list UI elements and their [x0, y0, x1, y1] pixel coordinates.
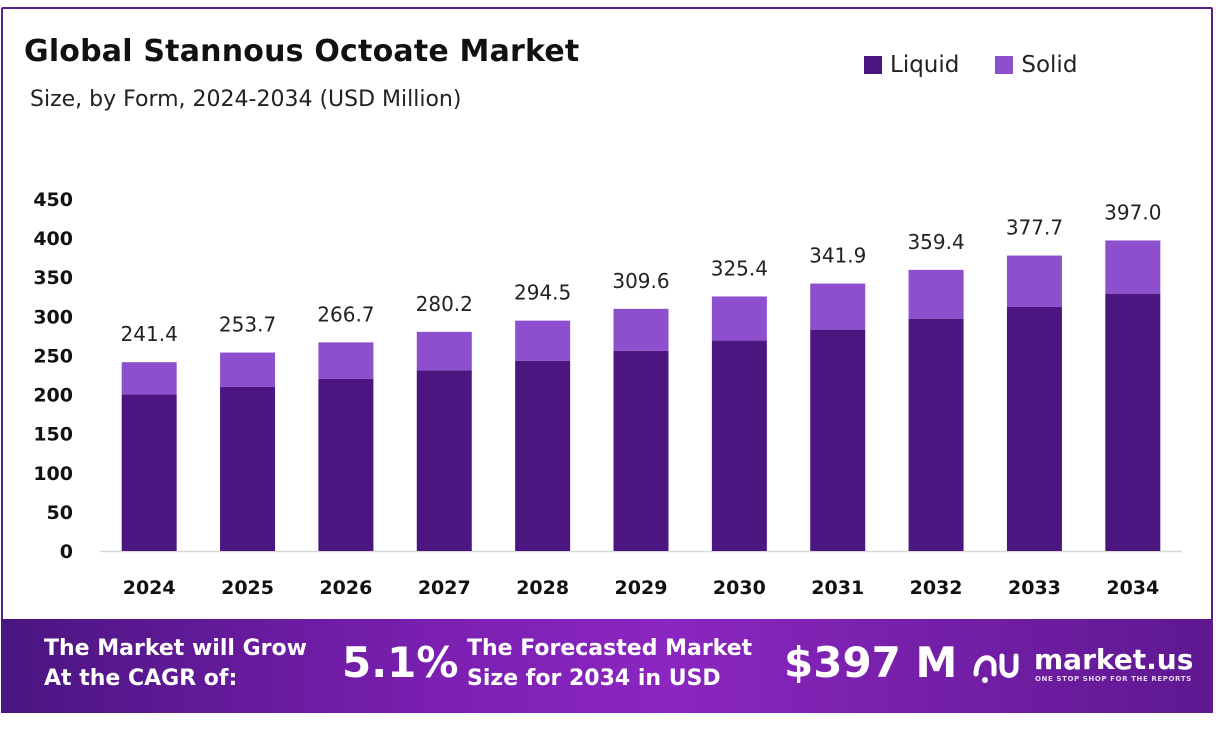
data-label-2027: 280.2 [416, 292, 473, 316]
forecast-label: The Forecasted Market Size for 2034 in U… [467, 634, 752, 694]
data-label-2034: 397.0 [1104, 200, 1161, 224]
data-label-2029: 309.6 [612, 269, 669, 293]
data-label-2026: 266.7 [317, 302, 374, 326]
footer-banner [1, 619, 1213, 713]
cagr-label: The Market will Grow At the CAGR of: [44, 634, 307, 694]
y-tick-label: 0 [60, 541, 73, 563]
legend-swatch-liquid [864, 56, 882, 74]
x-tick-label-2024: 2024 [123, 577, 176, 599]
bar-liquid-2030 [711, 340, 767, 551]
bar-liquid-2034 [1105, 293, 1161, 551]
market-us-logo-icon [973, 653, 1019, 683]
x-tick-label-2028: 2028 [516, 577, 569, 599]
brand-tagline: ONE STOP SHOP FOR THE REPORTS [1035, 675, 1192, 683]
legend-label-solid: Solid [1021, 52, 1078, 78]
x-tick-label-2033: 2033 [1008, 577, 1061, 599]
bar-liquid-2028 [515, 360, 571, 551]
bar-solid-2032 [908, 269, 964, 319]
bar-solid-2031 [810, 283, 866, 330]
x-tick-label-2031: 2031 [811, 577, 864, 599]
legend-item-liquid: Liquid [864, 52, 959, 78]
data-label-2030: 325.4 [711, 256, 768, 280]
x-tick-label-2034: 2034 [1106, 577, 1159, 599]
x-tick-label-2027: 2027 [418, 577, 471, 599]
x-tick-label-2029: 2029 [615, 577, 668, 599]
cagr-value: 5.1% [342, 638, 459, 687]
bar-solid-2025 [220, 352, 276, 387]
bar-liquid-2024 [121, 394, 177, 551]
data-label-2032: 359.4 [907, 230, 964, 254]
bar-solid-2029 [613, 308, 669, 351]
bar-solid-2026 [318, 342, 374, 379]
bar-solid-2024 [121, 362, 177, 395]
bar-chart: 0 50 100 150 200 250 300 350 400 450 241.4 2024 253.… [33, 189, 1182, 599]
forecast-label-line1: The Forecasted Market [467, 636, 753, 661]
bar-solid-2028 [515, 320, 571, 361]
cagr-label-line1: The Market will Grow [44, 636, 307, 661]
chart-title: Global Stannous Octoate Market [24, 34, 580, 69]
data-label-2024: 241.4 [121, 322, 178, 346]
y-tick-label: 150 [33, 424, 73, 446]
y-tick-label: 300 [33, 306, 73, 328]
x-tick-label-2025: 2025 [221, 577, 274, 599]
x-tick-label-2032: 2032 [910, 577, 963, 599]
bar-liquid-2032 [908, 318, 964, 551]
y-tick-label: 250 [33, 345, 73, 367]
bar-solid-2033 [1006, 255, 1062, 307]
bar-liquid-2026 [318, 378, 374, 551]
brand-name: market.us [1034, 643, 1194, 676]
y-tick-label: 350 [33, 267, 73, 289]
forecast-value: $397 M [784, 638, 958, 687]
legend: Liquid Solid [864, 52, 1113, 78]
data-label-2033: 377.7 [1006, 216, 1063, 240]
legend-label-liquid: Liquid [890, 52, 960, 78]
bar-liquid-2025 [220, 386, 276, 551]
data-label-2025: 253.7 [219, 313, 276, 337]
y-tick-label: 100 [33, 463, 73, 485]
y-tick-label: 400 [33, 228, 73, 250]
bar-liquid-2029 [613, 350, 669, 551]
chart-subtitle: Size, by Form, 2024-2034 (USD Million) [30, 87, 462, 112]
legend-item-solid: Solid [995, 52, 1077, 78]
y-tick-label: 450 [33, 189, 73, 211]
bar-solid-2030 [711, 296, 767, 341]
cagr-label-line2: At the CAGR of: [44, 666, 238, 691]
y-tick-label: 50 [47, 502, 73, 524]
legend-swatch-solid [995, 56, 1014, 74]
forecast-label-line2: Size for 2034 in USD [467, 666, 721, 691]
y-tick-label: 200 [33, 385, 73, 407]
x-tick-label-2026: 2026 [319, 577, 372, 599]
data-label-2028: 294.5 [514, 281, 571, 305]
bar-solid-2034 [1105, 240, 1161, 294]
x-tick-label-2030: 2030 [713, 577, 766, 599]
bar-liquid-2031 [810, 329, 866, 551]
bar-liquid-2027 [416, 370, 472, 551]
data-label-2031: 341.9 [809, 244, 866, 268]
bar-liquid-2033 [1006, 306, 1062, 551]
bar-solid-2027 [416, 331, 472, 371]
